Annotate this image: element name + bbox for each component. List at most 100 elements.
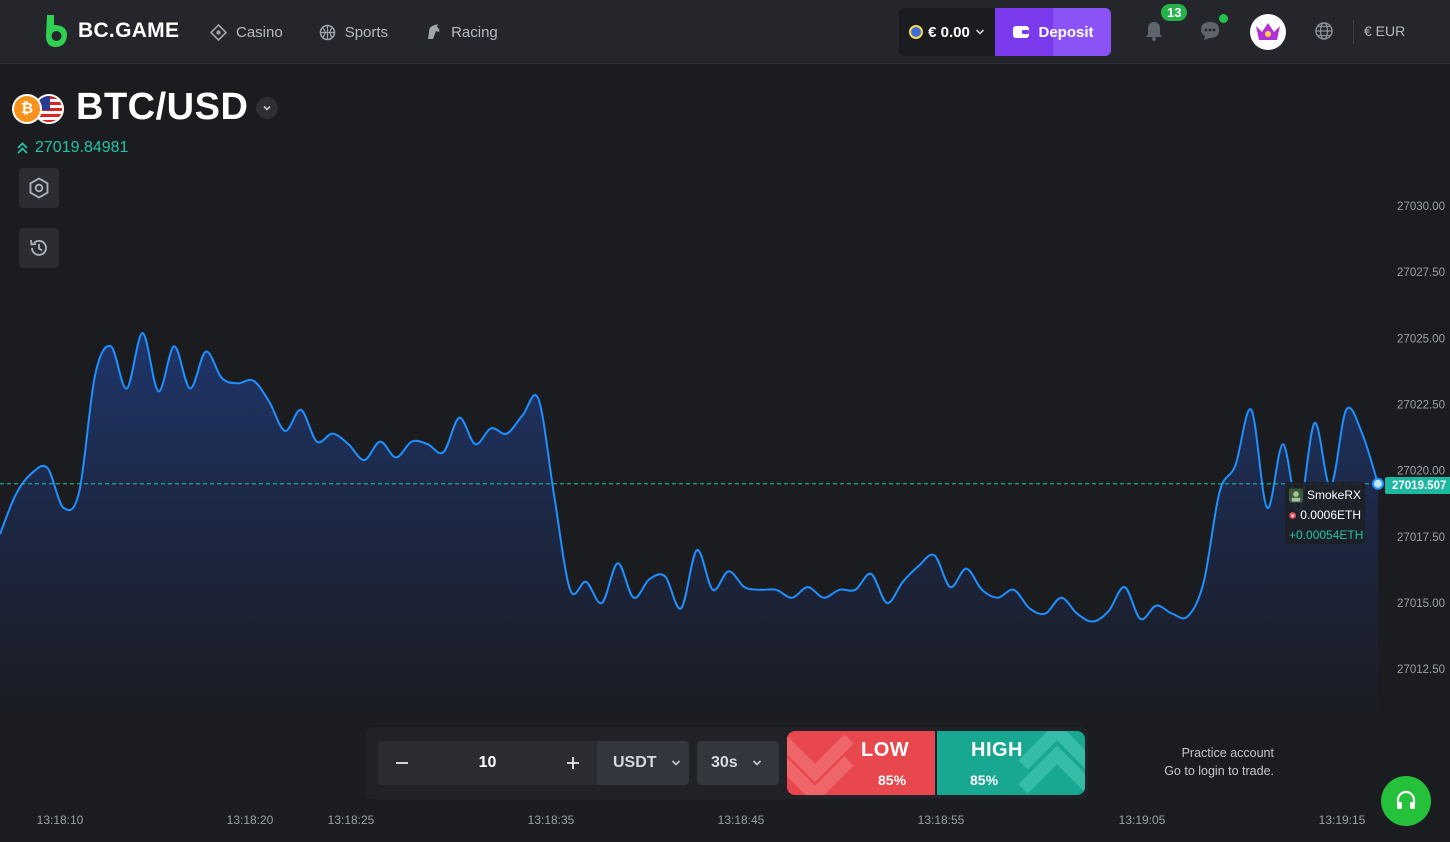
user-avatar-icon	[1289, 488, 1303, 502]
low-button[interactable]: LOW 85%	[787, 731, 935, 795]
price-point	[1219, 491, 1221, 493]
header-divider	[1353, 20, 1354, 44]
price-point	[78, 491, 80, 493]
double-chevron-up-icon	[1018, 731, 1085, 794]
price-point	[458, 417, 460, 419]
racing-icon	[428, 24, 440, 39]
price-point	[1345, 409, 1347, 411]
balance-selector[interactable]: € 0.00	[899, 8, 995, 56]
price-point	[173, 345, 175, 347]
increase-amount-button[interactable]	[549, 741, 597, 785]
price-point	[807, 586, 809, 588]
y-tick-label: 27012.50	[1397, 664, 1445, 676]
practice-notice: Practice account Go to login to trade.	[1140, 744, 1274, 780]
nav-casino-label: Casino	[236, 23, 283, 41]
price-point	[902, 581, 904, 583]
login-prompt-text[interactable]: Go to login to trade.	[1164, 764, 1274, 778]
price-point	[728, 570, 730, 572]
price-point	[1124, 586, 1126, 588]
trade-marker[interactable]: SmokeRX 0.0006ETH +0.00054ETH	[1285, 482, 1365, 544]
price-point	[886, 602, 888, 604]
price-point	[1013, 589, 1015, 591]
us-flag-icon	[34, 93, 64, 124]
low-label: LOW	[861, 739, 910, 761]
price-point	[443, 451, 445, 453]
headset-icon	[1396, 790, 1416, 809]
notifications-button[interactable]	[1143, 20, 1165, 47]
avatar[interactable]	[1250, 14, 1286, 50]
price-point	[538, 398, 540, 400]
x-tick-label: 13:18:55	[918, 813, 965, 827]
double-chevron-up-icon	[17, 141, 28, 154]
notification-count-badge: 13	[1161, 4, 1188, 21]
y-tick-label: 27015.00	[1397, 598, 1445, 610]
price-point	[411, 441, 413, 443]
display-currency[interactable]: € EUR	[1364, 23, 1406, 39]
deposit-button[interactable]: Deposit	[995, 8, 1111, 56]
price-point	[997, 597, 999, 599]
deposit-label: Deposit	[1038, 23, 1094, 41]
currency-select-value: USDT	[613, 754, 657, 771]
decrease-amount-button[interactable]	[378, 741, 426, 785]
y-tick-label: 27027.50	[1397, 267, 1445, 279]
trade-history-button[interactable]	[19, 228, 59, 268]
price-point	[981, 589, 983, 591]
price-point	[1266, 507, 1268, 509]
language-button[interactable]	[1314, 21, 1334, 46]
x-tick-label: 13:19:05	[1119, 813, 1166, 827]
y-axis: 27030.00 27027.50 27025.00 27022.50 27020.00…	[1397, 201, 1445, 676]
price-point	[712, 589, 714, 591]
high-button[interactable]: HIGH 85%	[937, 731, 1085, 795]
high-label: HIGH	[971, 739, 1023, 761]
price-point	[395, 456, 397, 458]
price-point	[62, 507, 64, 509]
nav-casino[interactable]: Casino	[210, 23, 283, 41]
price-chart[interactable]: 27030.00 27027.50 27025.00 27022.50 27020.00…	[0, 64, 1450, 842]
price-point	[1250, 409, 1252, 411]
price-point	[1203, 581, 1205, 583]
chart-settings-button[interactable]	[19, 168, 59, 208]
current-price: 27019.84981	[16, 139, 128, 157]
current-price-dot	[1372, 477, 1384, 490]
pair-flags: ₿	[12, 91, 68, 125]
price-point	[1314, 422, 1316, 424]
price-point	[316, 441, 318, 443]
trade-profit-row: +0.00054ETH	[1289, 525, 1363, 545]
price-point	[648, 578, 650, 580]
chat-button[interactable]	[1199, 20, 1221, 47]
trade-user-row: SmokeRX	[1289, 485, 1361, 505]
amount-input[interactable]	[426, 741, 549, 785]
y-tick-label: 27025.00	[1397, 333, 1445, 345]
price-point	[1234, 464, 1236, 466]
wallet-icon	[1013, 26, 1030, 38]
price-point	[791, 597, 793, 599]
support-button[interactable]	[1381, 776, 1431, 826]
duration-select[interactable]: 30s	[697, 741, 779, 785]
chevron-down-icon	[975, 29, 984, 35]
price-point	[47, 467, 49, 469]
price-point	[1108, 610, 1110, 612]
nav-sports[interactable]: Sports	[319, 24, 388, 41]
chevron-down-icon	[263, 105, 271, 111]
brand-logo[interactable]: BC.GAME	[44, 14, 179, 48]
price-point	[775, 589, 777, 591]
price-line	[0, 331, 1379, 623]
bitcoin-icon: ₿	[12, 93, 42, 124]
price-point	[664, 576, 666, 578]
casino-icon	[210, 23, 227, 41]
price-point	[743, 586, 745, 588]
pair-selector[interactable]: ₿ BTC/USD	[12, 86, 279, 129]
current-price-tag: 27019.507	[1385, 477, 1450, 494]
crown-avatar-icon	[1256, 23, 1280, 40]
price-point	[506, 433, 508, 435]
nav-sports-label: Sports	[344, 23, 389, 41]
balance-value: € 0.00	[928, 23, 970, 41]
price-point	[870, 573, 872, 575]
pair-dropdown-button[interactable]	[256, 96, 279, 119]
chevron-down-icon	[752, 760, 761, 766]
top-bar: BC.GAME Casino Sports Racing € 0.00 Depo…	[0, 0, 1450, 64]
x-tick-label: 13:18:25	[328, 813, 375, 827]
price-point	[1171, 613, 1173, 615]
currency-select[interactable]: USDT	[597, 741, 689, 785]
nav-racing[interactable]: Racing	[424, 23, 498, 41]
